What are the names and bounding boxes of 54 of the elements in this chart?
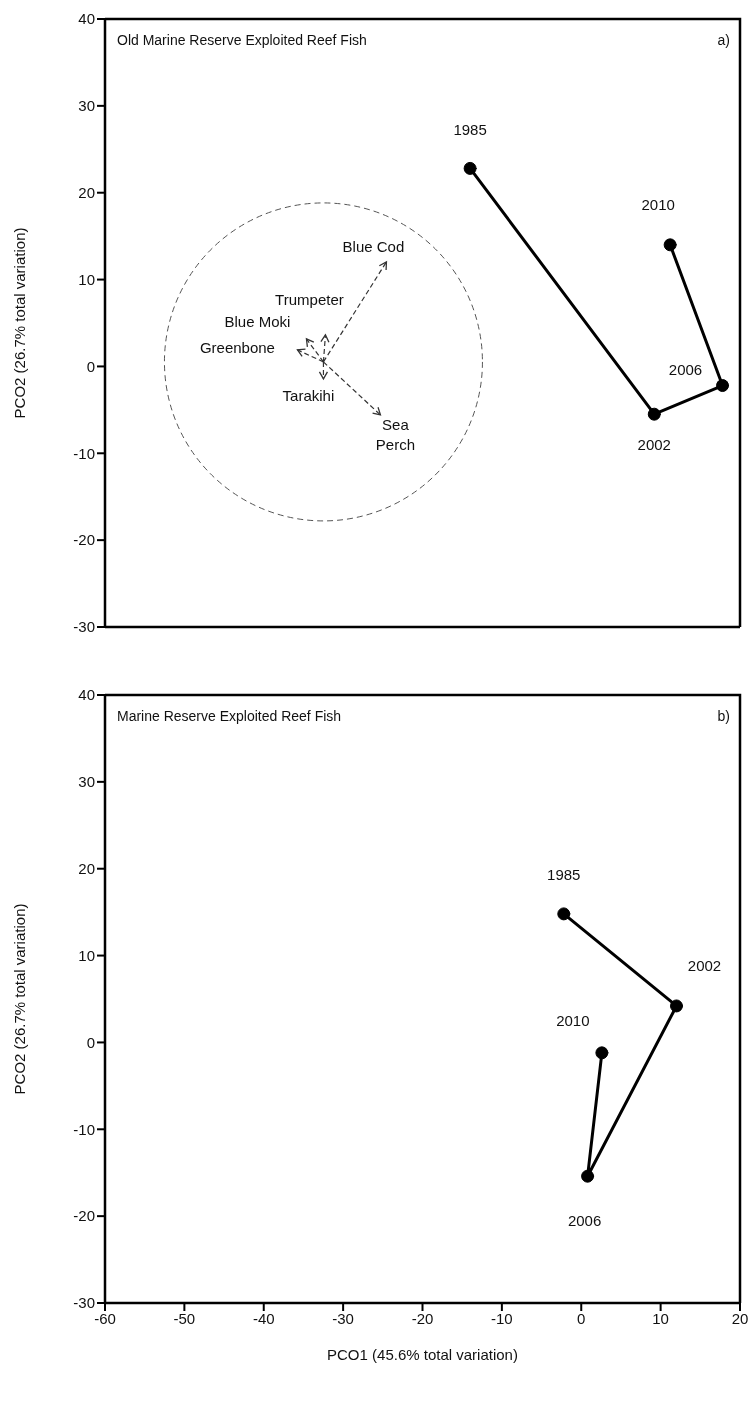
annotation: b) xyxy=(717,708,730,724)
annotation: 2010 xyxy=(556,1012,590,1030)
point xyxy=(716,379,730,393)
y-tick-label: 40 xyxy=(78,10,95,28)
x-tick-label: 0 xyxy=(577,1309,586,1327)
point xyxy=(670,999,683,1013)
y-tick-label: 0 xyxy=(86,1033,95,1051)
point xyxy=(663,238,677,252)
annotation: 2006 xyxy=(567,1211,602,1229)
point xyxy=(595,1046,609,1060)
text: Marine Reserve Exploited Reef Fish xyxy=(117,708,342,724)
annotation: Blue Cod xyxy=(342,238,405,256)
annotation: 2002 xyxy=(687,957,722,975)
point xyxy=(647,407,661,421)
y-tick-label: 10 xyxy=(78,270,95,288)
y-tick-label: 20 xyxy=(78,860,95,878)
x-tick-label: 20 xyxy=(731,1309,749,1327)
y-axis-title: PCO2 (26.7% total variation) xyxy=(11,227,29,419)
y-tick-label: 20 xyxy=(78,184,95,202)
annotation: a) xyxy=(717,32,730,48)
annotation: 2010 xyxy=(641,196,675,214)
x-tick-label: -50 xyxy=(173,1309,196,1327)
annotation: Tarakihi xyxy=(282,387,335,405)
text: Old Marine Reserve Exploited Reef Fish xyxy=(117,32,367,48)
annotation: 1985 xyxy=(547,866,581,884)
y-tick-label: 30 xyxy=(78,97,95,115)
x-tick-label: -30 xyxy=(332,1309,354,1327)
annotation: Sea Perch xyxy=(375,415,416,453)
annotation: 2002 xyxy=(637,435,671,453)
y-tick-label: 40 xyxy=(78,686,95,704)
y-tick-label: -20 xyxy=(73,531,95,549)
x-tick-label: 10 xyxy=(652,1309,669,1327)
annotation: 1985 xyxy=(453,120,487,138)
point xyxy=(581,1169,595,1183)
annotation: 2006 xyxy=(668,361,703,379)
y-tick-label: -30 xyxy=(73,618,95,636)
annotation: Trumpeter xyxy=(275,291,344,309)
y-tick-label: -30 xyxy=(73,1294,95,1312)
x-tick-label: -20 xyxy=(411,1309,434,1327)
x-axis-title: PCO1 (45.6% total variation) xyxy=(327,1345,518,1363)
y-tick-label: -20 xyxy=(73,1207,95,1225)
annotation: Blue Moki xyxy=(224,313,291,331)
x-tick-label: -40 xyxy=(252,1309,275,1327)
y-tick-label: 30 xyxy=(78,773,95,791)
annotation: Greenbone xyxy=(199,339,275,357)
point xyxy=(557,907,571,921)
point xyxy=(463,161,477,175)
x-tick-label: -60 xyxy=(94,1309,116,1327)
y-tick-label: -10 xyxy=(73,1120,95,1138)
y-tick-label: 0 xyxy=(86,357,95,375)
y-tick-label: 10 xyxy=(78,946,95,964)
x-tick-label: -10 xyxy=(491,1309,513,1327)
y-axis-title: PCO2 (26.7% total variation) xyxy=(11,903,29,1095)
y-tick-label: -10 xyxy=(73,444,95,462)
